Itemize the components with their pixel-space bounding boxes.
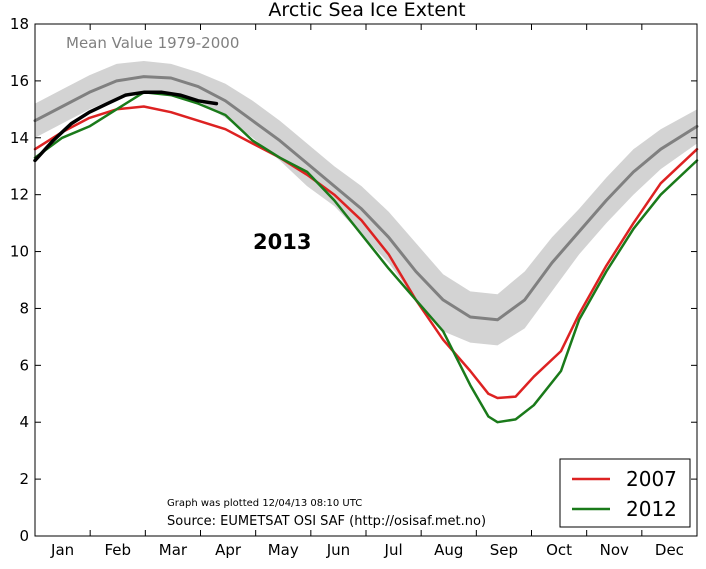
x-tick-label: Jan (50, 541, 74, 559)
series-line-mean-value-1979-2000 (33, 75, 699, 322)
mean-value-label: Mean Value 1979-2000 (66, 34, 239, 52)
x-tick-label: Mar (159, 541, 188, 559)
x-tick-label: Dec (655, 541, 684, 559)
legend-label-2007: 2007 (626, 467, 677, 491)
x-tick-label: Sep (490, 541, 518, 559)
x-tick-label: Apr (215, 541, 242, 559)
chart-title: Arctic Sea Ice Extent (268, 0, 465, 21)
y-tick-label: 18 (10, 15, 29, 33)
plot-area: 0 2 4 6 8 10 12 14 16 18 Jan Feb Mar Apr May Jun Jul Aug S… (10, 15, 699, 559)
legend-label-2012: 2012 (626, 497, 677, 521)
y-tick-label: 8 (19, 299, 29, 317)
x-tick-label: Oct (546, 541, 572, 559)
legend-box (559, 458, 691, 528)
series-line-2007 (33, 105, 699, 400)
y-tick-label: 4 (19, 413, 29, 431)
mean-range-band (35, 60, 697, 346)
x-tick-label: Jun (326, 541, 350, 559)
y-tick-label: 12 (10, 186, 29, 204)
y-tick-label: 6 (19, 356, 29, 374)
x-tick-label: Aug (434, 541, 463, 559)
x-tick-label: May (268, 541, 299, 559)
series-line-2013 (33, 90, 219, 163)
y-tick-label: 2 (19, 470, 29, 488)
x-tick-label: Feb (104, 541, 131, 559)
x-tick-label: Nov (600, 541, 629, 559)
year-2013-label: 2013 (253, 230, 311, 254)
x-tick-label: Jul (384, 541, 403, 559)
y-tick-label: 0 (19, 527, 29, 545)
y-tick-label: 16 (10, 72, 29, 90)
plot-background (35, 24, 697, 536)
plotted-note: Graph was plotted 12/04/13 08:10 UTC (167, 498, 362, 509)
source-note: Source: EUMETSAT OSI SAF (http://osisaf.… (167, 514, 486, 529)
y-tick-label: 10 (10, 243, 29, 261)
y-tick-label: 14 (10, 129, 29, 147)
legend: 2007 2012 (559, 458, 691, 528)
